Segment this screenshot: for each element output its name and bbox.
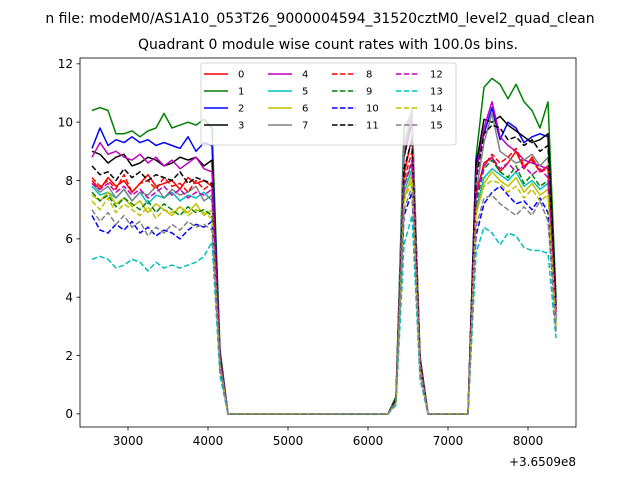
y-tick-label: 12 — [58, 57, 73, 71]
y-tick-label: 8 — [65, 174, 73, 188]
x-tick-label: 5000 — [273, 434, 304, 448]
legend-label-3: 3 — [238, 121, 244, 132]
legend-label-0: 0 — [238, 70, 244, 81]
y-tick-label: 4 — [65, 290, 73, 304]
x-tick-label: 7000 — [433, 434, 464, 448]
x-tick-label: 4000 — [193, 434, 224, 448]
y-tick-label: 10 — [58, 115, 73, 129]
legend-label-12: 12 — [430, 70, 443, 81]
axes-frame — [79, 57, 577, 428]
legend-label-10: 10 — [366, 104, 379, 115]
legend-label-2: 2 — [238, 104, 244, 115]
legend-label-13: 13 — [430, 87, 443, 98]
y-tick-label: 6 — [65, 232, 73, 246]
legend-box — [200, 62, 457, 146]
figure-suptitle: n file: modeM0/AS1A10_053T26_9000004594_… — [45, 11, 594, 27]
y-tick-label: 2 — [65, 349, 73, 363]
legend-label-8: 8 — [366, 70, 372, 81]
legend-label-7: 7 — [302, 121, 308, 132]
series-line-14 — [91, 179, 557, 415]
y-tick-label: 0 — [65, 407, 73, 421]
legend-label-6: 6 — [302, 104, 308, 115]
x-offset-label: +3.6509e8 — [509, 455, 576, 469]
legend-label-4: 4 — [302, 70, 308, 81]
legend-label-14: 14 — [430, 104, 443, 115]
legend-label-9: 9 — [366, 87, 372, 98]
series-line-15 — [91, 185, 557, 415]
chart-title: Quadrant 0 module wise count rates with … — [138, 37, 518, 53]
x-tick-label: 8000 — [513, 434, 544, 448]
x-tick-label: 3000 — [113, 434, 144, 448]
x-tick-label: 6000 — [353, 434, 384, 448]
legend-label-1: 1 — [238, 87, 244, 98]
legend-label-15: 15 — [430, 121, 443, 132]
legend-label-5: 5 — [302, 87, 308, 98]
series-line-8 — [91, 147, 557, 415]
legend-label-11: 11 — [366, 121, 379, 132]
series-layer — [91, 77, 557, 415]
